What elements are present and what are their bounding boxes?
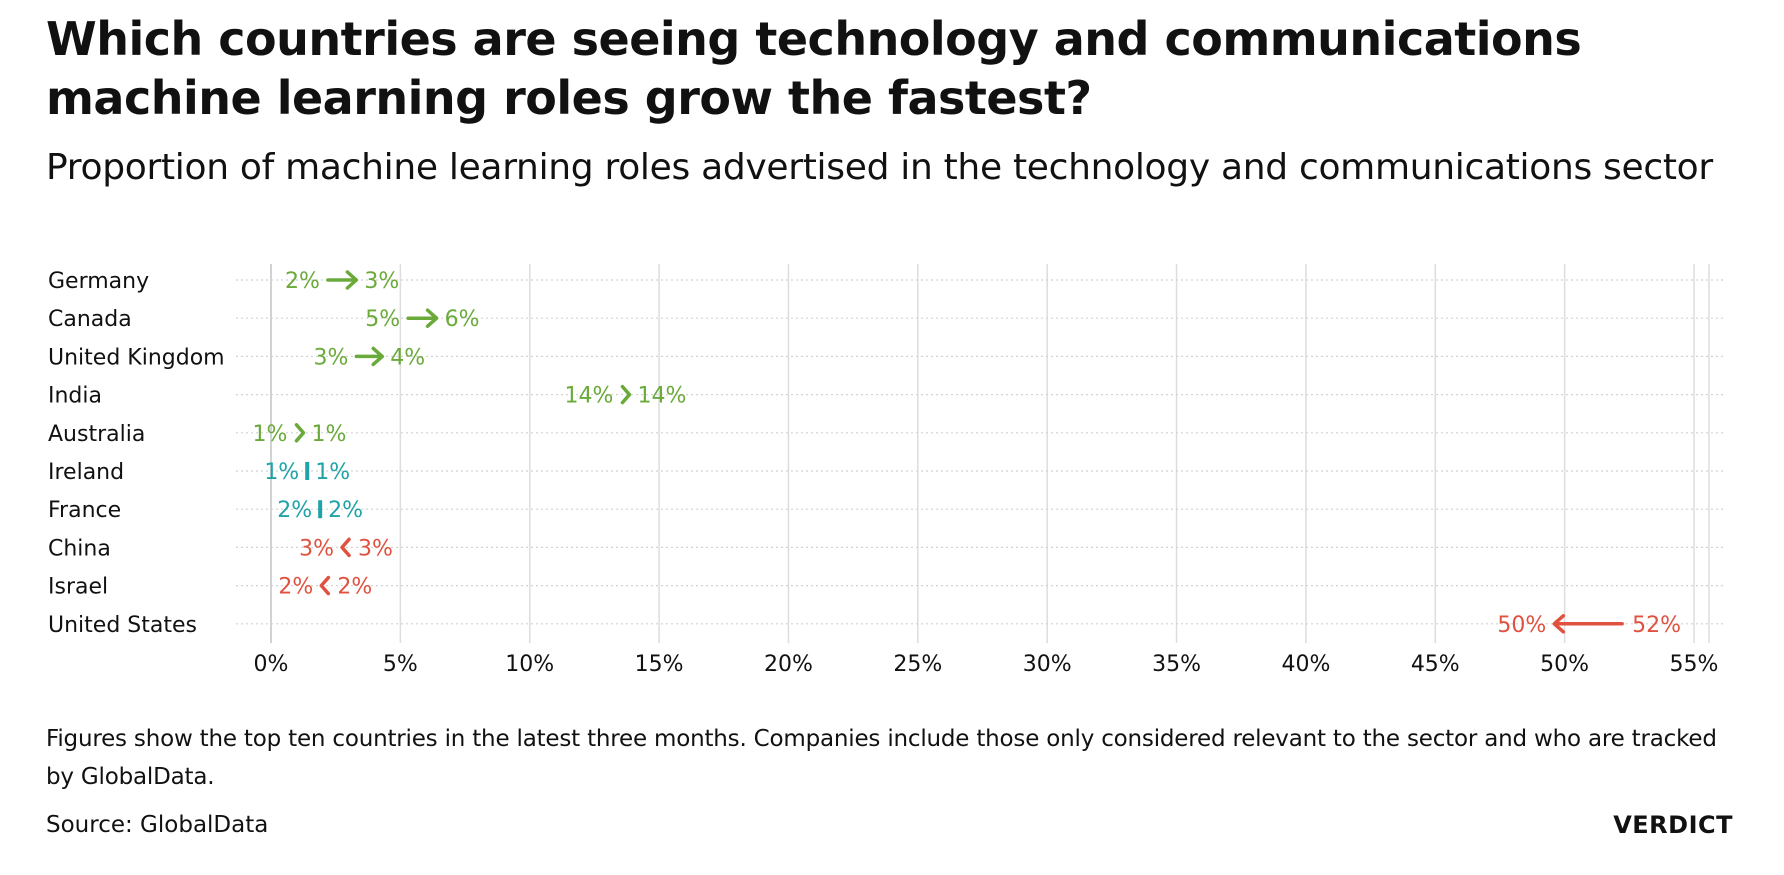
country-label: United States (48, 613, 197, 638)
x-tick-label: 55% (1670, 652, 1719, 677)
arrow-dot-chart: Germany Canada United Kingdom India Australi… (48, 264, 1725, 677)
country-label: Canada (48, 307, 132, 332)
change-arrow-head (1552, 614, 1566, 634)
change-chevron (319, 575, 331, 596)
country-label: France (48, 498, 121, 523)
row-lines (236, 279, 1725, 625)
change-chevron (620, 384, 632, 405)
end-value-label: 2% (278, 575, 313, 600)
x-tick-label: 10% (505, 652, 554, 677)
start-value-label: 14% (565, 384, 614, 409)
start-value-label: 3% (358, 536, 393, 561)
x-tick-label: 20% (764, 652, 813, 677)
end-value-label: 3% (299, 536, 334, 561)
start-value-label: 1% (253, 422, 288, 447)
start-value-label: 1% (264, 460, 299, 485)
country-label: Israel (48, 575, 108, 600)
end-value-label: 1% (311, 422, 346, 447)
end-value-label: 50% (1497, 613, 1546, 638)
grid-lines (270, 264, 1710, 643)
x-tick-label: 35% (1152, 652, 1201, 677)
change-arrow-head (371, 346, 385, 367)
footnote: Figures show the top ten countries in th… (46, 726, 1717, 790)
change-arrow-head (425, 308, 439, 328)
x-tick-label: 45% (1411, 652, 1460, 677)
x-tick-label: 15% (635, 652, 684, 677)
country-labels: Germany Canada United Kingdom India Australi… (48, 269, 225, 638)
end-value-label: 3% (364, 269, 399, 294)
country-label: Germany (48, 269, 149, 294)
x-axis-ticks: 0% 5% 10% 15% 20% 25% 30% 35% 40% 45% 50% 55% (254, 652, 1719, 677)
country-label: India (48, 384, 102, 409)
data-marks: 2% 3%5% 6%3% 4%14% 14%1% 1%1% 1%2% 2%3% 3%2% 2%50… (253, 269, 1681, 638)
x-tick-label: 5% (383, 652, 418, 677)
brand-logo: VERDICT (1613, 811, 1733, 839)
change-chevron (294, 423, 306, 443)
start-value-label: 52% (1632, 613, 1681, 638)
country-label: China (48, 536, 111, 561)
start-value-label: 2% (277, 498, 312, 523)
x-tick-label: 40% (1281, 652, 1330, 677)
end-value-label: 6% (445, 307, 480, 332)
x-tick-label: 25% (893, 652, 942, 677)
start-value-label: 2% (285, 269, 320, 294)
x-tick-label: 30% (1023, 652, 1072, 677)
source-note: Source: GlobalData (46, 812, 269, 838)
x-tick-label: 50% (1540, 652, 1589, 677)
chart-title: Which countries are seeing technology an… (46, 12, 1582, 125)
end-value-label: 2% (328, 498, 363, 523)
change-chevron (340, 537, 351, 558)
country-label: Australia (48, 422, 145, 447)
chart-subtitle: Proportion of machine learning roles adv… (46, 147, 1713, 188)
start-value-label: 2% (337, 575, 372, 600)
end-value-label: 4% (390, 345, 425, 370)
end-value-label: 14% (637, 384, 686, 409)
start-value-label: 3% (313, 345, 348, 370)
country-label: United Kingdom (48, 345, 225, 370)
x-tick-label: 0% (254, 652, 289, 677)
change-arrow-head (345, 270, 359, 290)
country-label: Ireland (48, 460, 124, 485)
start-value-label: 5% (365, 307, 400, 332)
end-value-label: 1% (315, 460, 350, 485)
